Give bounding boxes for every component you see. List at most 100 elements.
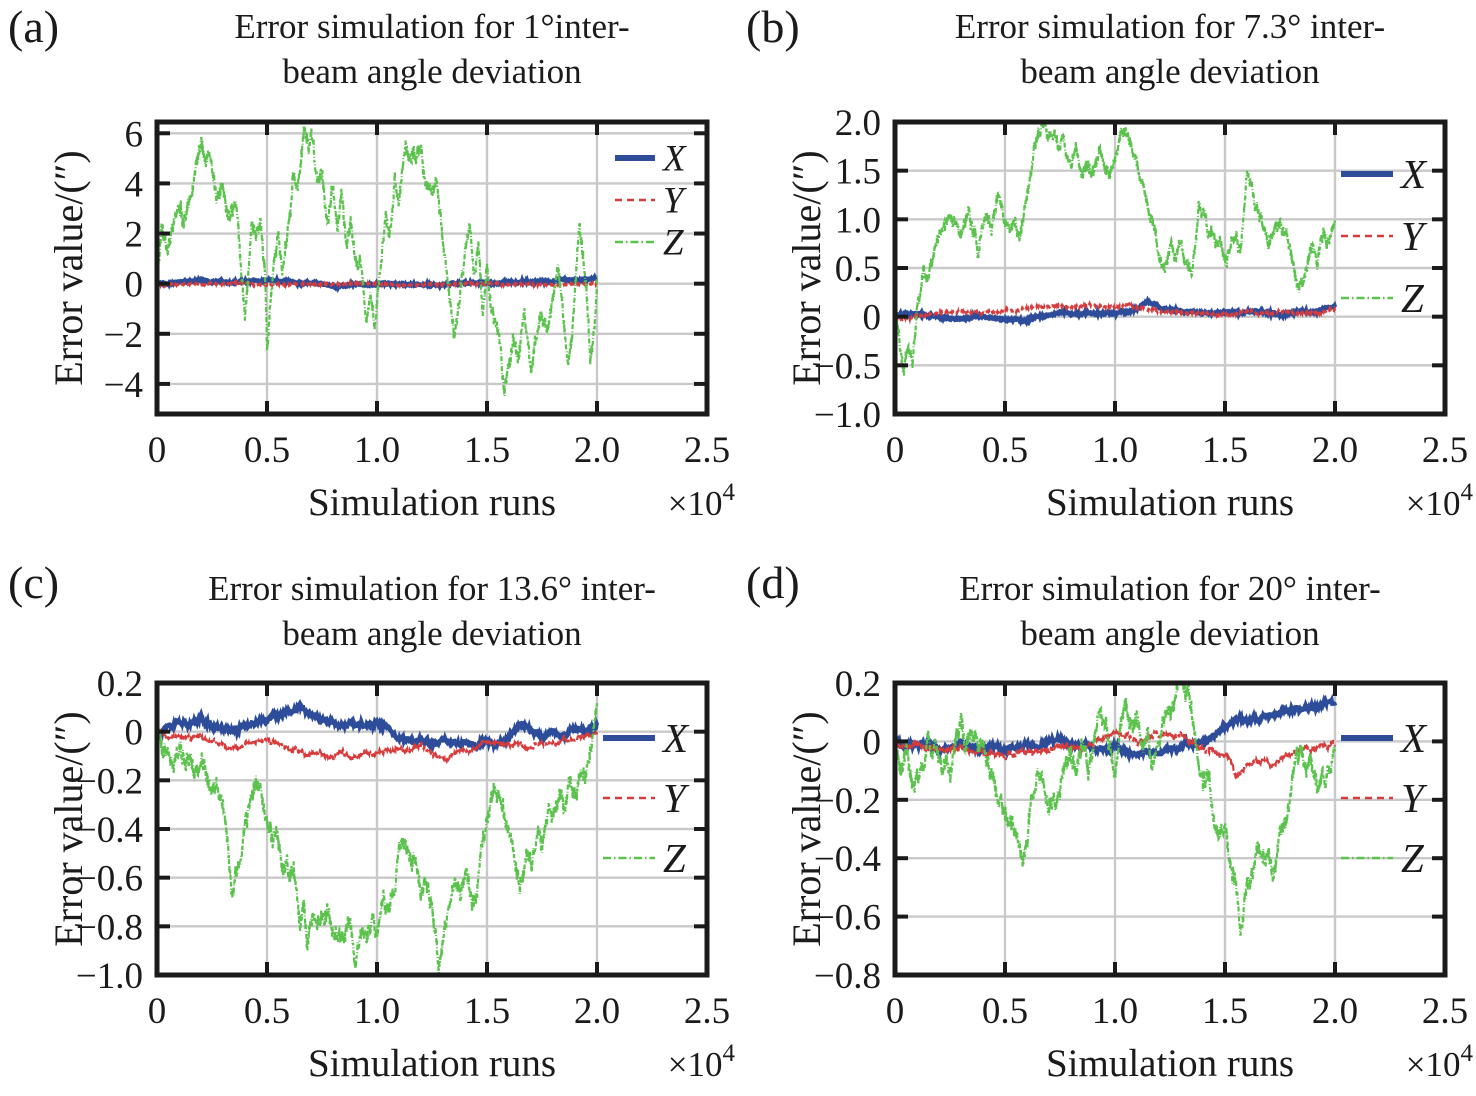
y-tick-label: 0.2 <box>97 664 143 705</box>
x-tick-label: 1.5 <box>1202 430 1248 471</box>
panel-b-title-line2: beam angle deviation <box>1020 52 1320 91</box>
panel-d-label: (d) <box>746 557 800 608</box>
legend-z-label: Z <box>1401 835 1425 881</box>
legend-x-label: X <box>661 139 687 180</box>
y-tick-label: 0 <box>863 298 882 339</box>
x-tick-label: 2.0 <box>574 430 620 471</box>
x-axis-label: Simulation runs <box>1046 1042 1294 1085</box>
y-axis-label: Error value/(″) <box>784 711 829 946</box>
series-x-line <box>895 693 1338 764</box>
y-axis-label: Error value/(″) <box>784 150 829 385</box>
x-axis-scale: ×104 <box>668 1040 736 1084</box>
series-y-line <box>895 727 1336 780</box>
chart-b: 0 0.5 1.0 1.5 2.0 2.5 2.0 1.5 1.0 0.5 0 −0.5 −1.0 Sim… <box>784 103 1474 524</box>
panel-b: (b) Error simulation for 7.3° inter- bea… <box>738 0 1476 548</box>
x-tick-label: 0 <box>886 991 905 1032</box>
panel-c-title-line1: Error simulation for 13.6° inter- <box>208 569 656 608</box>
y-tick-label: −2 <box>104 315 143 356</box>
x-tick-label: 1.5 <box>464 991 510 1032</box>
panel-d: (d) Error simulation for 20° inter- beam… <box>738 548 1476 1096</box>
y-tick-label: 0 <box>863 722 882 763</box>
panel-d-title-line1: Error simulation for 20° inter- <box>959 569 1381 608</box>
y-tick-label: 0 <box>125 713 144 754</box>
legend-y-label: Y <box>1401 213 1428 259</box>
x-tick-label: 2.5 <box>1422 991 1468 1032</box>
x-tick-label: 0 <box>886 430 905 471</box>
legend-x-label: X <box>1399 151 1428 197</box>
series-x-line <box>157 698 600 755</box>
axes-border <box>892 680 1448 978</box>
y-axis-label: Error value/(″) <box>46 711 91 946</box>
y-tick-label: 1.5 <box>835 152 881 193</box>
y-tick-label: −0.6 <box>76 859 143 900</box>
x-tick-label: 0.5 <box>982 430 1028 471</box>
x-tick-label: 0.5 <box>244 991 290 1032</box>
y-tick-label: −1.0 <box>76 956 143 997</box>
x-axis-label: Simulation runs <box>1046 481 1294 524</box>
chart-d: 0 0.5 1.0 1.5 2.0 2.5 0.2 0 −0.2 −0.4 −0.6 −0.8 Simu… <box>784 664 1474 1085</box>
y-tick-label: −0.6 <box>814 898 881 939</box>
y-tick-label: 0 <box>125 265 144 306</box>
panel-a-title-line1: Error simulation for 1°inter- <box>234 7 630 46</box>
x-tick-label: 2.0 <box>1312 430 1358 471</box>
panel-c: (c) Error simulation for 13.6° inter- be… <box>0 548 738 1096</box>
x-tick-label: 1.0 <box>354 991 400 1032</box>
legend-y-label: Y <box>663 181 687 222</box>
series-y-line <box>895 299 1337 325</box>
x-tick-label: 0.5 <box>982 991 1028 1032</box>
legend-z-label: Z <box>1401 275 1425 321</box>
panel-b-title: Error simulation for 7.3° inter- beam an… <box>875 4 1465 94</box>
y-tick-label: 6 <box>125 114 144 155</box>
panel-b-label: (b) <box>746 1 800 52</box>
y-tick-label: −4 <box>104 365 143 406</box>
x-axis-scale: ×104 <box>1406 1040 1474 1084</box>
x-tick-label: 1.0 <box>354 430 400 471</box>
series-z-line <box>157 125 599 400</box>
y-tick-label: −0.2 <box>76 761 143 802</box>
x-tick-label: 2.5 <box>684 430 730 471</box>
legend-y-label: Y <box>663 775 690 821</box>
series-z-line <box>895 683 1337 936</box>
x-tick-label: 1.5 <box>1202 991 1248 1032</box>
panel-b-title-line1: Error simulation for 7.3° inter- <box>954 7 1386 46</box>
y-tick-label: 4 <box>125 164 144 205</box>
panel-c-label: (c) <box>8 557 60 608</box>
x-axis-scale: ×104 <box>1406 479 1474 523</box>
x-tick-label: 2.5 <box>1422 430 1468 471</box>
panel-c-title-line2: beam angle deviation <box>282 614 582 653</box>
x-axis-scale: ×104 <box>668 479 736 523</box>
panel-c-title: Error simulation for 13.6° inter- beam a… <box>137 566 727 656</box>
legend-x-label: X <box>1399 715 1428 761</box>
series-z-line <box>895 122 1337 376</box>
panel-a: (a) Error simulation for 1°inter- beam a… <box>0 0 738 548</box>
axes-border <box>154 119 710 417</box>
x-tick-label: 1.0 <box>1092 991 1138 1032</box>
y-tick-label: 0.2 <box>835 664 881 705</box>
panel-d-title: Error simulation for 20° inter- beam ang… <box>875 566 1465 656</box>
x-tick-label: 0 <box>148 991 167 1032</box>
series-y-line <box>157 728 599 765</box>
panel-a-label: (a) <box>8 1 60 52</box>
legend-x-label: X <box>661 715 690 761</box>
y-tick-label: −0.8 <box>76 907 143 948</box>
x-axis-label: Simulation runs <box>308 1042 556 1085</box>
x-tick-label: 2.5 <box>684 991 730 1032</box>
legend-z-label: Z <box>663 223 684 264</box>
panel-a-title-line2: beam angle deviation <box>282 52 582 91</box>
x-tick-label: 2.0 <box>574 991 620 1032</box>
y-tick-label: −0.2 <box>814 781 881 822</box>
x-tick-label: 2.0 <box>1312 991 1358 1032</box>
y-tick-label: −0.4 <box>814 839 881 880</box>
y-tick-label: −0.8 <box>814 956 881 997</box>
y-tick-label: 2 <box>125 215 144 256</box>
x-tick-label: 0.5 <box>244 430 290 471</box>
y-tick-label: −0.5 <box>814 346 881 387</box>
legend-z-label: Z <box>663 835 687 881</box>
series-y-line <box>157 278 598 290</box>
series-z-line <box>157 703 599 975</box>
y-tick-label: −0.4 <box>76 810 143 851</box>
y-tick-label: 2.0 <box>835 103 881 144</box>
panel-d-title-line2: beam angle deviation <box>1020 614 1320 653</box>
y-axis-label: Error value/(″) <box>46 150 91 385</box>
